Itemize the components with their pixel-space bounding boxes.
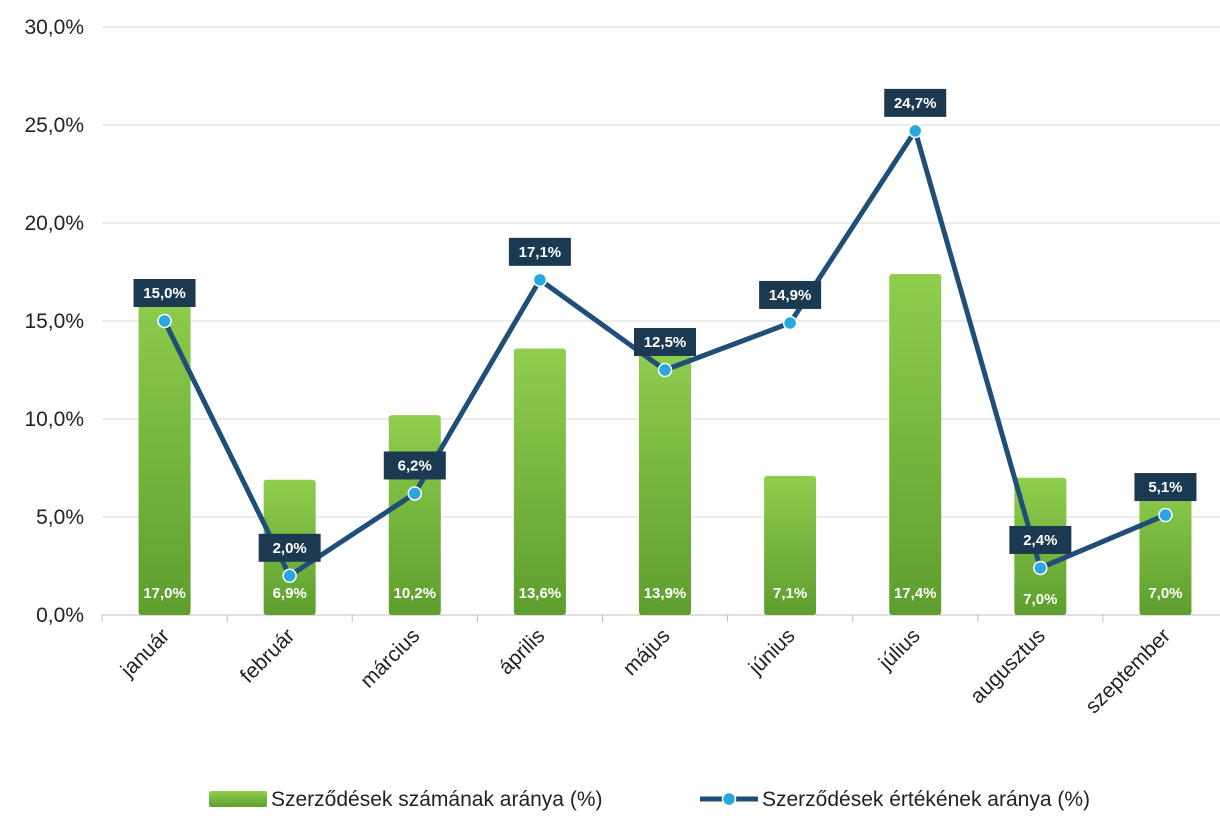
y-tick-label: 5,0%	[36, 506, 84, 529]
legend: Szerződések számának aránya (%) Szerződés…	[209, 788, 1090, 811]
bar	[138, 281, 191, 615]
line-label-box	[1134, 473, 1197, 502]
line-label-box	[634, 328, 696, 356]
y-tick-label: 25,0%	[24, 114, 84, 137]
line-point	[657, 362, 673, 378]
line-point	[782, 315, 798, 331]
line-data-label: 17,1%	[519, 244, 562, 261]
line-point	[1158, 507, 1173, 523]
bar	[513, 348, 566, 615]
line-data-label: 24,7%	[894, 95, 937, 112]
x-category-label: február	[236, 624, 299, 687]
legend-label: Szerződések számának aránya (%)	[271, 788, 602, 811]
x-category-label: május	[619, 624, 675, 680]
line-point	[907, 123, 923, 139]
line-data-label: 15,0%	[143, 285, 186, 302]
bar-series	[138, 273, 1192, 615]
line-data-label: 6,2%	[398, 457, 432, 474]
line-labels: 15,0% 2,0% 6,2% 17,1% 12,5% 14,9% 24,7% 2,4% 5,1…	[133, 88, 1197, 562]
bar-data-label: 13,9%	[644, 585, 687, 602]
line-label-box	[508, 237, 571, 266]
bar-data-label: 10,2%	[394, 585, 437, 602]
bar-data-label: 17,0%	[143, 585, 186, 602]
bar-labels: 17,0% 6,9% 10,2% 13,6% 13,9% 7,1% 17,4% 7,0% 7,0…	[143, 585, 1182, 608]
line-point	[532, 272, 548, 288]
line-data-label: 2,4%	[1023, 532, 1057, 549]
x-category-label: június	[744, 624, 800, 680]
line-series	[157, 123, 1173, 584]
x-category-label: április	[494, 624, 549, 679]
line-point	[282, 568, 297, 584]
y-tick-label: 20,0%	[24, 212, 84, 235]
line-label-box	[759, 280, 822, 309]
line-label-box	[383, 451, 446, 480]
x-category-label: augusztus	[966, 624, 1050, 708]
legend-line-marker	[721, 791, 737, 807]
legend-bar-swatch	[209, 791, 267, 807]
bar	[764, 475, 817, 615]
line-label-box	[884, 88, 947, 117]
x-category-label: január	[116, 624, 174, 682]
y-tick-label: 0,0%	[36, 604, 84, 627]
bar-data-label: 7,0%	[1148, 585, 1182, 602]
line-point	[407, 486, 423, 501]
bar-data-label: 7,0%	[1023, 591, 1057, 608]
line-label-box	[133, 279, 196, 307]
line-point	[1033, 560, 1048, 576]
bar-data-label: 7,1%	[773, 585, 807, 602]
x-category-label: július	[874, 624, 925, 675]
x-axis: január február március április május június jú…	[101, 615, 1175, 718]
line-point	[157, 313, 172, 329]
y-tick-label: 30,0%	[24, 16, 84, 39]
line-data-label: 5,1%	[1148, 479, 1182, 496]
line-data-label: 12,5%	[644, 334, 687, 351]
bar	[889, 273, 942, 615]
legend-label: Szerződések értékének aránya (%)	[762, 788, 1090, 811]
bar	[639, 342, 691, 615]
bar-data-label: 13,6%	[519, 585, 562, 602]
line-data-label: 14,9%	[769, 287, 812, 304]
line-label-box	[258, 533, 321, 562]
x-category-label: március	[356, 624, 424, 692]
line-label-box	[1009, 525, 1072, 554]
bar-data-label: 17,4%	[894, 585, 937, 602]
y-axis: 0,0% 5,0% 10,0% 15,0% 20,0% 25,0% 30,0%	[24, 16, 84, 627]
line-data-label: 2,0%	[273, 540, 307, 557]
y-tick-label: 15,0%	[24, 310, 84, 333]
bar-data-label: 6,9%	[273, 585, 307, 602]
x-category-label: szeptember	[1081, 624, 1175, 718]
bar	[1139, 477, 1192, 615]
y-tick-label: 10,0%	[24, 408, 84, 431]
